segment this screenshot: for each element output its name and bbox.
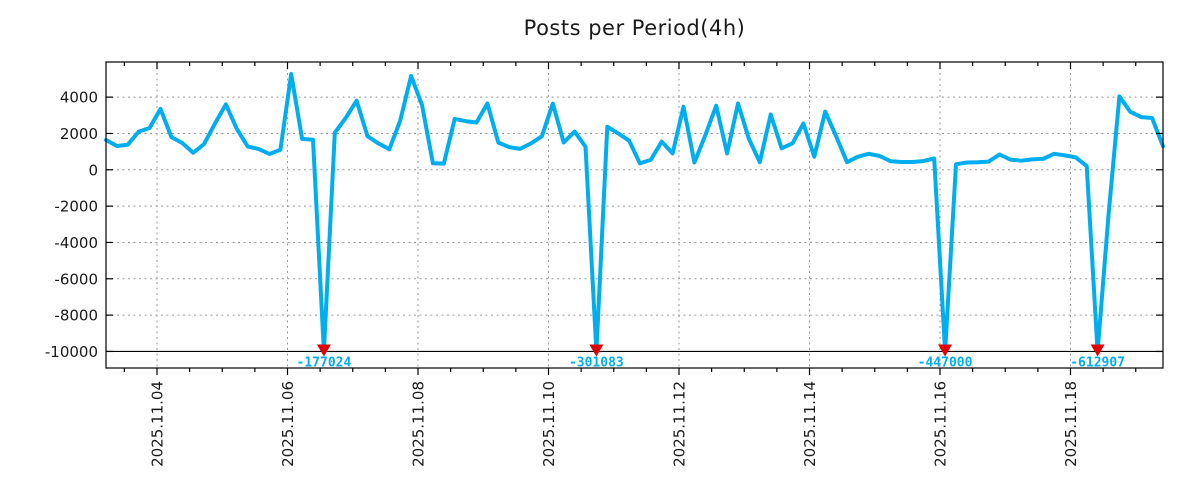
spike-value-label: -301083 — [569, 356, 624, 371]
y-tick-label: -6000 — [54, 270, 98, 288]
spike-value-label: -177024 — [297, 356, 352, 371]
spike-arrow-icon — [589, 344, 604, 357]
x-tick-label: 2025.11.18 — [1062, 381, 1080, 467]
series-line — [104, 72, 1165, 354]
x-tick-label: 2025.11.04 — [149, 381, 167, 467]
y-tick-label: 0 — [88, 161, 98, 179]
y-tick-label: -8000 — [54, 307, 98, 325]
spike-arrow-icon — [938, 344, 953, 357]
y-tick-label: -2000 — [54, 198, 98, 216]
y-tick-label: -10000 — [45, 343, 98, 361]
x-tick-label: 2025.11.06 — [279, 381, 297, 467]
spike-value-label: -612907 — [1070, 356, 1125, 371]
x-tick-label: 2025.11.16 — [932, 381, 950, 467]
plot-border — [105, 61, 1164, 369]
spike-arrow-icon — [1090, 344, 1105, 357]
spike-arrow-icon — [316, 344, 331, 357]
spike-value-label: -447000 — [918, 356, 973, 371]
y-tick-label: 2000 — [60, 125, 98, 143]
x-tick-label: 2025.11.08 — [410, 381, 428, 467]
y-tick-label: -4000 — [54, 234, 98, 252]
x-tick-label: 2025.11.10 — [540, 381, 558, 467]
x-tick-label: 2025.11.12 — [671, 381, 689, 467]
x-tick-label: 2025.11.14 — [801, 381, 819, 467]
y-tick-label: 4000 — [60, 89, 98, 107]
chart-title: Posts per Period(4h) — [523, 16, 746, 40]
